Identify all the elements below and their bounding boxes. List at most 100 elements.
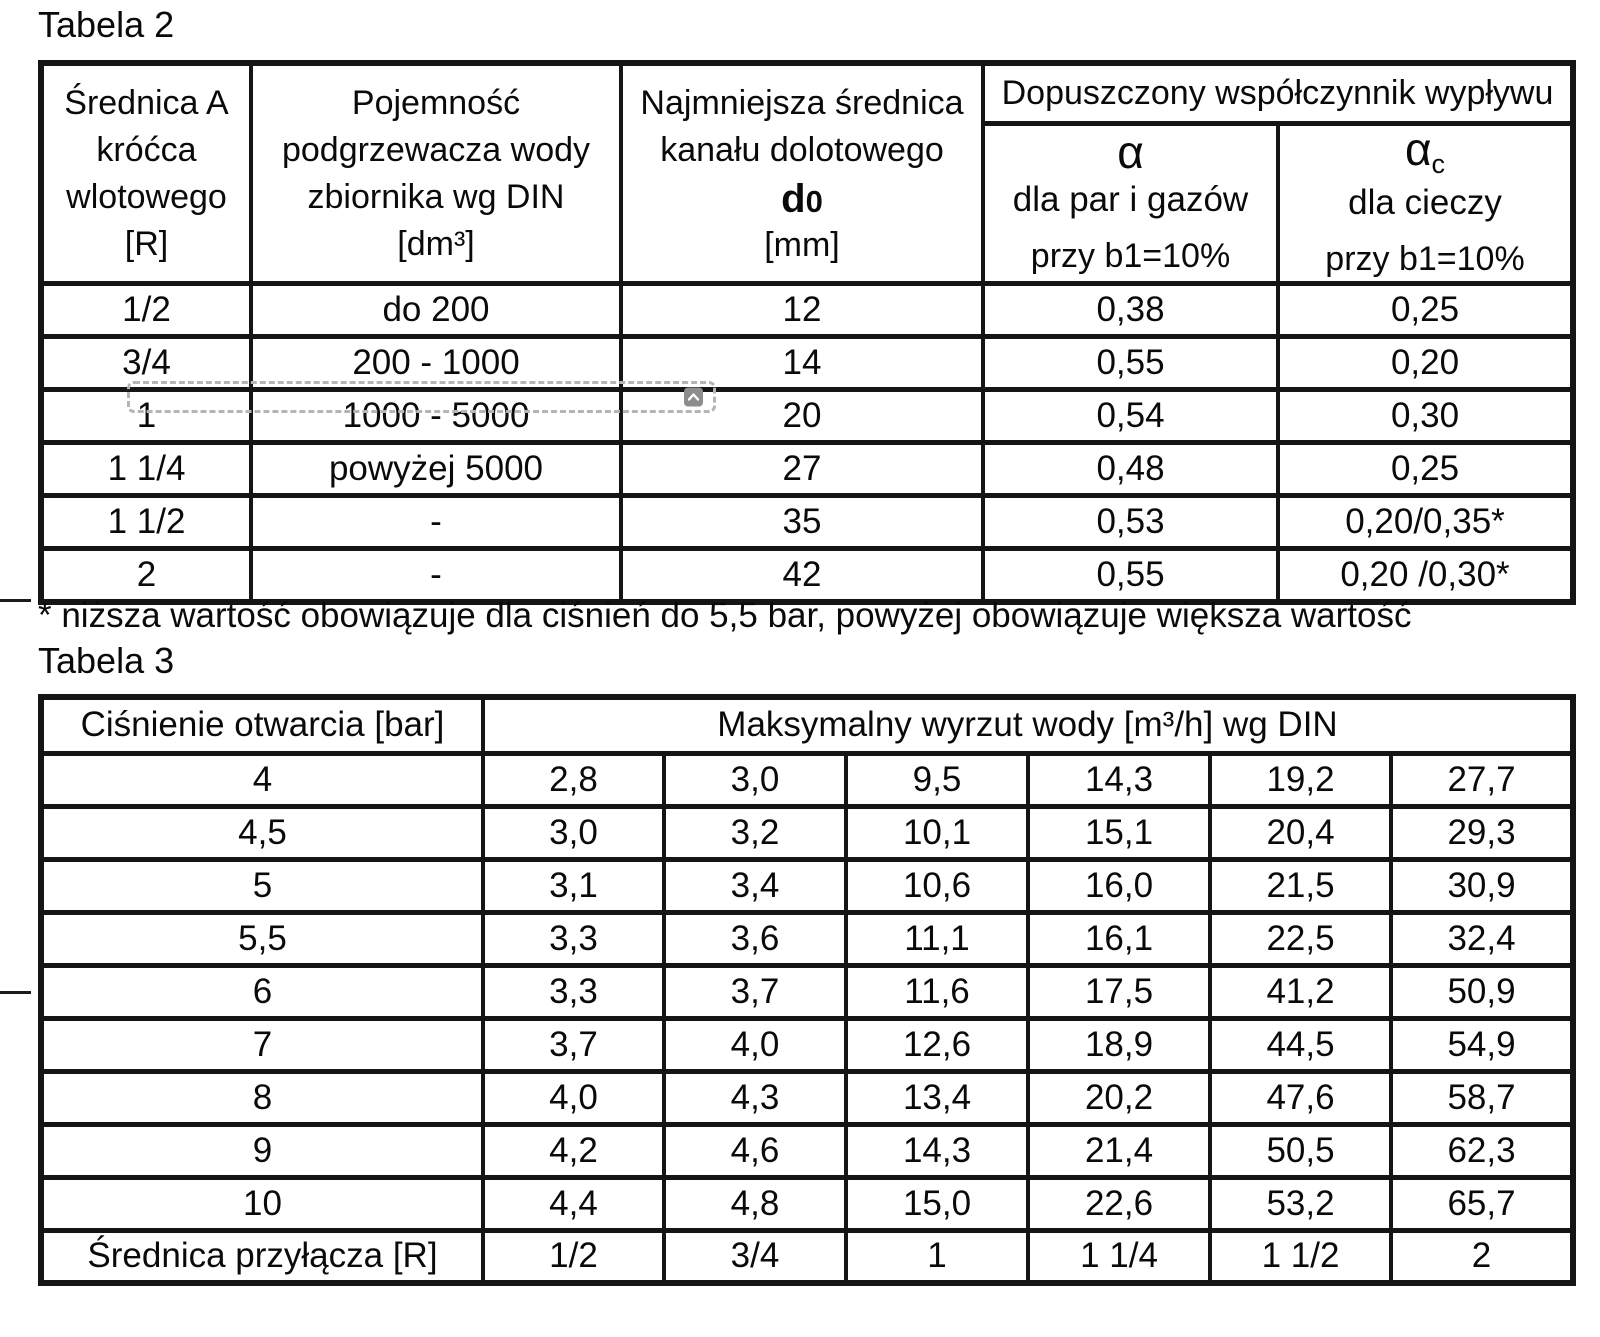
table2-header-row-2: α dla par i gazów przy b1=10% αc dla cie… xyxy=(41,120,1575,287)
table-cell: powyżej 5000 xyxy=(249,440,623,499)
table-cell: 3/4 xyxy=(662,1227,848,1286)
table2-row: 1 1/2-35 0,53 0,20/0,35* xyxy=(39,493,1575,552)
table-cell: 53,2 xyxy=(1208,1174,1393,1233)
table2-header-srednica: Średnica A króćca wlotowego [R] xyxy=(39,60,253,287)
table-cell: 65,7 xyxy=(1389,1174,1575,1233)
table3-title: Tabela 3 xyxy=(38,640,175,681)
table-cell: 11,1 xyxy=(844,909,1030,968)
table-cell: 20 xyxy=(619,387,985,446)
table2-row: 1 1/4 powyżej 5000 27 0,48 0,25 xyxy=(39,440,1575,499)
table3-row: 6 3,3 3,7 11,6 17,5 41,2 50,9 xyxy=(39,962,1575,1021)
table-cell: 7 xyxy=(39,1015,485,1074)
table-cell: 4,3 xyxy=(662,1068,848,1127)
table-cell: 17,5 xyxy=(1026,962,1212,1021)
table-cell: 16,0 xyxy=(1026,856,1212,915)
header-text: przy b1=10% xyxy=(1325,240,1525,278)
table2-title: Tabela 2 xyxy=(38,4,175,45)
page-edge-mark xyxy=(0,599,31,602)
table-cell: 3,0 xyxy=(662,750,848,809)
table-cell: 0,55 xyxy=(981,334,1280,393)
table-cell: do 200 xyxy=(249,281,623,340)
table2-row: 2-42 0,55 0,20 /0,30* xyxy=(39,546,1575,605)
table-cell: 0,54 xyxy=(981,387,1280,446)
table-cell: 4,0 xyxy=(481,1068,666,1127)
table-cell: 12 xyxy=(619,281,985,340)
table-cell: 3,4 xyxy=(662,856,848,915)
table-cell: 22,5 xyxy=(1208,909,1393,968)
table-cell: 18,9 xyxy=(1026,1015,1212,1074)
table-cell: 1 1/4 xyxy=(1026,1227,1212,1286)
table-cell: 10,1 xyxy=(844,803,1030,862)
table2-header-row-1: Średnica A króćca wlotowego [R] Pojemnoś… xyxy=(39,60,1575,287)
table-cell: 3,7 xyxy=(662,962,848,1021)
table-cell: 4,5 xyxy=(39,803,485,862)
table-cell: 14,3 xyxy=(844,1121,1030,1180)
table-cell: 54,9 xyxy=(1389,1015,1575,1074)
table-cell: 3,3 xyxy=(481,909,666,968)
table3-row: 4,5 3,0 3,2 10,1 15,1 20,4 29,3 xyxy=(39,803,1575,862)
table-cell: 27,7 xyxy=(1389,750,1575,809)
table-cell: 0,25 xyxy=(1276,440,1575,499)
table2-header-alpha-gazy: α dla par i gazów przy b1=10% xyxy=(981,120,1280,287)
alpha-c-symbol: αc xyxy=(1404,123,1446,179)
table-cell: 0,25 xyxy=(1276,281,1575,340)
table-cell: 22,6 xyxy=(1026,1174,1212,1233)
table-cell: 30,9 xyxy=(1389,856,1575,915)
table-cell: 11,6 xyxy=(844,962,1030,1021)
table-cell: 4 xyxy=(39,750,485,809)
table-cell: 0,20 /0,30* xyxy=(1276,546,1575,605)
table-cell: 5,5 xyxy=(39,909,485,968)
selection-box[interactable] xyxy=(127,381,716,413)
table-cell: 9 xyxy=(39,1121,485,1180)
table3-row: 10 4,4 4,8 15,0 22,6 53,2 65,7 xyxy=(39,1174,1575,1233)
table-cell: 1 1/4 xyxy=(39,440,253,499)
collapse-chevron-button[interactable] xyxy=(684,387,703,407)
table3-header-cisnienie: Ciśnienie otwarcia [bar] xyxy=(39,694,485,756)
table-cell: 27 xyxy=(619,440,985,499)
table-cell: 20,2 xyxy=(1026,1068,1212,1127)
header-text: dla par i gazów xyxy=(1012,179,1249,219)
table-cell: 3,3 xyxy=(481,962,666,1021)
table3-row: 5 3,1 3,4 10,6 16,0 21,5 30,9 xyxy=(39,856,1575,915)
table-cell: 5 xyxy=(39,856,485,915)
table2-header-najmniejsza-srednica: Najmniejsza średnica kanału dolotowego d… xyxy=(619,60,985,287)
table-cell: 2 xyxy=(1389,1227,1575,1286)
table-cell: 41,2 xyxy=(1208,962,1393,1021)
footnote: * niższa wartość obowiązuje dla ciśnień … xyxy=(38,596,1412,635)
table-cell: 21,4 xyxy=(1026,1121,1212,1180)
table-cell: 8 xyxy=(39,1068,485,1127)
d0-symbol: d0 xyxy=(781,176,823,221)
table-cell: 32,4 xyxy=(1389,909,1575,968)
chevron-up-icon xyxy=(687,393,700,402)
table-cell: - xyxy=(249,493,623,552)
alpha-symbol: α xyxy=(1117,125,1144,178)
table-cell: 3,7 xyxy=(481,1015,666,1074)
table-cell: 4,4 xyxy=(481,1174,666,1233)
table-cell: 1 1/2 xyxy=(39,493,253,552)
table-cell: 16,1 xyxy=(1026,909,1212,968)
table-cell: 0,38 xyxy=(981,281,1280,340)
table2-header-group: Dopuszczony współczynnik wypływu xyxy=(981,60,1575,126)
header-text: Pojemność podgrzewacza wody zbiornika wg… xyxy=(281,83,591,263)
table-cell: 1/2 xyxy=(39,281,253,340)
table-cell: 1 xyxy=(39,387,253,446)
table3-row: 4 2,8 3,0 9,5 14,3 19,2 27,7 xyxy=(39,750,1575,809)
header-text: dla cieczy xyxy=(1348,182,1502,222)
table-cell: 9,5 xyxy=(844,750,1030,809)
table3-footer-row: Średnica przyłącza [R] 1/2 3/4 1 1 1/4 1 1/2 2 xyxy=(39,1227,1575,1286)
header-text: przy b1=10% xyxy=(1030,237,1231,275)
table3-row: 8 4,0 4,3 13,4 20,2 47,6 58,7 xyxy=(39,1068,1575,1127)
table-cell: 50,9 xyxy=(1389,962,1575,1021)
table-cell: 58,7 xyxy=(1389,1068,1575,1127)
table2: Średnica A króćca wlotowego [R] Pojemnoś… xyxy=(38,60,1576,605)
table-cell: Średnica przyłącza [R] xyxy=(39,1227,485,1286)
table-cell: 10 xyxy=(39,1174,485,1233)
table-cell: 15,0 xyxy=(844,1174,1030,1233)
table-cell: 19,2 xyxy=(1208,750,1393,809)
table-cell: 62,3 xyxy=(1389,1121,1575,1180)
table-cell: 0,48 xyxy=(981,440,1280,499)
table-cell: 42 xyxy=(619,546,985,605)
table-cell: 2 xyxy=(39,546,253,605)
table-cell: 44,5 xyxy=(1208,1015,1393,1074)
